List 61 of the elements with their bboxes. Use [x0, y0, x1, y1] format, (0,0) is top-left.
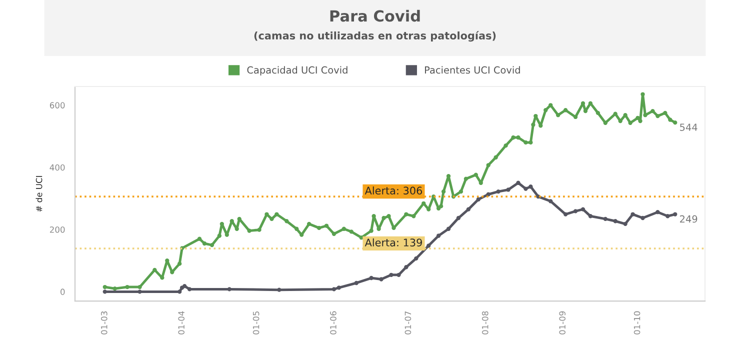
point	[603, 216, 608, 222]
point	[580, 207, 586, 212]
point	[496, 190, 500, 194]
point	[396, 272, 401, 277]
point	[379, 277, 384, 282]
point	[673, 212, 678, 216]
point	[426, 244, 431, 248]
ref-line-label: Alerta: 306	[364, 186, 422, 195]
x-tick-label: 01-05	[252, 311, 260, 334]
point	[336, 286, 342, 290]
point	[613, 219, 618, 224]
data-label: 249	[680, 215, 698, 223]
point	[588, 214, 593, 218]
point	[466, 207, 471, 212]
x-tick-label: 01-06	[330, 311, 336, 334]
point	[332, 287, 336, 292]
x-tick-label: 01-10	[634, 311, 640, 334]
point	[528, 184, 533, 189]
chart-title: Para Covid	[330, 10, 420, 22]
point	[506, 188, 510, 192]
point	[178, 290, 182, 294]
point	[516, 180, 520, 185]
x-tick-label: 01-04	[178, 311, 184, 334]
point	[404, 265, 408, 270]
point	[563, 212, 568, 216]
point	[656, 210, 660, 214]
point	[436, 234, 441, 238]
point	[369, 276, 374, 280]
point	[623, 222, 628, 226]
point	[138, 290, 142, 294]
point	[102, 290, 107, 294]
point	[640, 216, 645, 220]
point	[446, 226, 451, 231]
point	[476, 197, 480, 202]
x-tick-label: 01-07	[404, 311, 412, 334]
y-tick-label: 200	[50, 226, 65, 233]
x-tick-label: 01-08	[482, 311, 488, 334]
point	[456, 216, 461, 220]
point	[277, 288, 282, 292]
legend-label: Capacidad UCI Covid	[247, 66, 348, 76]
x-tick-label: 01-09	[559, 311, 566, 334]
point	[573, 209, 578, 214]
y-tick-label: 400	[50, 164, 65, 171]
ref-line-label: Alerta: 139	[364, 238, 422, 246]
point	[227, 287, 232, 292]
legend-label: Pacientes UCI Covid	[425, 66, 520, 74]
point	[389, 272, 394, 277]
y-tick-label: 600	[50, 102, 65, 108]
point	[414, 256, 418, 261]
point	[187, 287, 192, 292]
y-axis-title: # de UCI	[36, 176, 42, 212]
point	[524, 186, 528, 191]
data-label: 544	[680, 124, 698, 131]
point	[354, 280, 358, 286]
y-tick-label: 0	[60, 288, 65, 295]
point	[630, 212, 635, 216]
point	[182, 284, 187, 288]
point	[548, 199, 553, 204]
point	[666, 214, 670, 218]
chart-subtitle: (camas no utilizadas en otras patologías)	[254, 31, 496, 42]
x-tick-label: 01-03	[100, 311, 108, 334]
